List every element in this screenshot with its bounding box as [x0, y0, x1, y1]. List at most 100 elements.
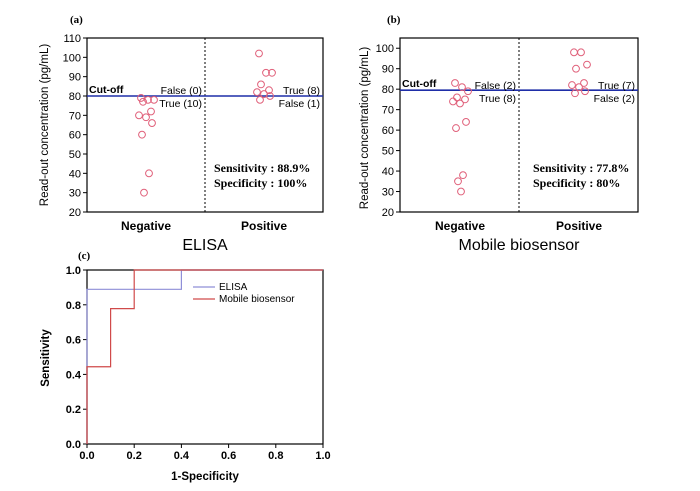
y-tick-label: 40 — [69, 168, 81, 180]
neg-above-label-b: False (2) — [475, 80, 516, 92]
y-ticks-c: 0.0 0.2 0.4 0.6 0.8 1.0 — [66, 265, 87, 451]
y-tick-label: 30 — [69, 188, 81, 200]
specificity-label-a: Specificity : 100% — [214, 176, 307, 190]
roc-line-mobile-biosensor — [86, 269, 323, 444]
data-point-positive — [262, 68, 270, 77]
data-point-negative — [140, 188, 148, 197]
data-point-negative — [137, 94, 145, 102]
panel-label-a: (a) — [70, 14, 83, 26]
y-tick-label: 90 — [382, 64, 394, 76]
pos-below-label-b: False (2) — [594, 93, 635, 105]
data-point-negative — [457, 187, 465, 196]
x-axis-title-c: 1-Specificity — [171, 471, 239, 483]
data-point-negative — [142, 113, 150, 122]
data-point-negative — [135, 111, 143, 120]
data-point-negative — [145, 169, 153, 178]
data-point-negative — [148, 119, 156, 127]
x-ticks-c: 0.0 0.2 0.4 0.6 0.8 1.0 — [79, 444, 331, 462]
y-tick-label: 110 — [63, 33, 81, 45]
y-tick-label: 20 — [382, 207, 394, 219]
sensitivity-label-a: Sensitivity : 88.9% — [214, 161, 310, 175]
y-tick-label: 60 — [69, 130, 81, 142]
cutoff-group-a: Cut-off — [87, 84, 323, 97]
y-tick-label: 0.0 — [66, 439, 81, 451]
y-tick-label: 0.8 — [66, 300, 81, 312]
data-point-negative — [150, 95, 158, 104]
data-point-negative — [451, 79, 459, 87]
y-tick-label: 50 — [69, 149, 81, 161]
y-tick-label: 1.0 — [66, 265, 81, 277]
elisa-scatter-chart: (a) Read-out concentration (pg/mL) 20 30 4… — [39, 14, 324, 254]
y-tick-label: 0.2 — [66, 404, 81, 416]
y-tick-label: 100 — [376, 43, 394, 55]
x-tick-label: 0.2 — [127, 450, 142, 462]
y-ticks-b: 20 30 40 50 60 70 80 90 100 — [376, 43, 400, 219]
neg-below-label-a: True (10) — [159, 98, 202, 110]
category-label-negative-a: Negative — [121, 219, 171, 233]
y-tick-label: 70 — [69, 110, 81, 122]
y-tick-label: 0.6 — [66, 335, 81, 347]
data-point-positive — [572, 64, 580, 73]
data-point-negative — [452, 124, 460, 132]
panel-label-c: (c) — [78, 250, 91, 262]
pos-above-label-a: True (8) — [283, 85, 320, 97]
category-label-negative-b: Negative — [435, 219, 485, 233]
x-tick-label: 0.0 — [79, 450, 94, 462]
roc-lines — [86, 269, 323, 444]
data-point-positive — [255, 49, 263, 58]
data-point-positive — [265, 86, 273, 95]
data-point-positive — [268, 68, 276, 77]
chart-title-b: Mobile biosensor — [459, 237, 581, 254]
sensitivity-label-b: Sensitivity : 77.8% — [533, 161, 629, 175]
data-point-negative — [462, 118, 470, 126]
y-axis-title-c: Sensitivity — [40, 329, 52, 387]
y-tick-label: 0.4 — [66, 369, 82, 381]
data-point-negative — [459, 171, 467, 180]
y-tick-label: 90 — [69, 72, 81, 84]
data-point-negative — [456, 99, 464, 108]
data-point-negative — [138, 130, 146, 139]
legend-label-elisa: ELISA — [219, 282, 248, 293]
pos-above-label-b: True (7) — [598, 80, 635, 92]
legend-label-mobile: Mobile biosensor — [219, 294, 295, 305]
y-ticks-a: 20 30 40 50 60 70 80 90 100 110 — [63, 33, 87, 219]
data-points-a — [135, 49, 276, 197]
data-point-positive — [581, 87, 589, 96]
cutoff-label: Cut-off — [89, 84, 124, 96]
data-point-negative — [453, 93, 461, 102]
roc-curve-chart: (c) Sensitivity 1-Specificity 0.00.20.40… — [40, 250, 331, 483]
data-point-positive — [571, 89, 579, 98]
x-tick-label: 0.6 — [221, 450, 236, 462]
y-tick-label: 70 — [382, 105, 394, 117]
y-tick-label: 30 — [382, 187, 394, 199]
y-axis-title-b: Read-out concentration (pg/mL) — [359, 47, 371, 210]
legend-c: ELISA Mobile biosensor — [193, 282, 295, 305]
mobile-biosensor-scatter-chart: (b) Read-out concentration (pg/mL) 20 30 4… — [359, 14, 639, 254]
specificity-label-b: Specificity : 80% — [533, 176, 620, 190]
pos-below-label-a: False (1) — [279, 98, 320, 110]
y-tick-label: 80 — [382, 84, 394, 96]
y-axis-title-a: Read-out concentration (pg/mL) — [39, 44, 51, 207]
data-point-negative — [144, 95, 152, 104]
data-point-positive — [253, 88, 261, 97]
data-point-positive — [568, 81, 576, 89]
y-tick-label: 20 — [69, 207, 81, 219]
y-tick-label: 40 — [382, 166, 394, 178]
data-point-negative — [458, 83, 466, 92]
cutoff-label: Cut-off — [402, 78, 437, 90]
cutoff-group-b: Cut-off — [400, 78, 638, 91]
data-point-negative — [464, 87, 472, 96]
x-tick-label: 0.4 — [174, 450, 190, 462]
category-label-positive-b: Positive — [556, 219, 602, 233]
y-tick-label: 60 — [382, 125, 394, 137]
category-label-positive-a: Positive — [241, 219, 287, 233]
data-point-negative — [449, 97, 457, 106]
chart-title-a: ELISA — [182, 237, 228, 254]
x-tick-label: 0.8 — [268, 450, 283, 462]
data-points-b — [449, 48, 591, 196]
data-point-positive — [570, 48, 578, 57]
data-point-positive — [575, 83, 583, 92]
y-tick-label: 100 — [63, 52, 81, 64]
neg-below-label-b: True (8) — [479, 93, 516, 105]
data-point-positive — [577, 48, 585, 57]
